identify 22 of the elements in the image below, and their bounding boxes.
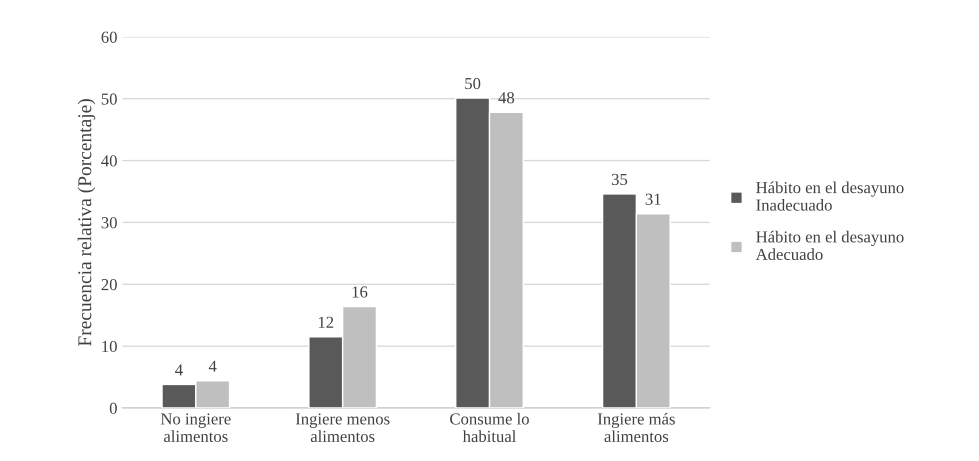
data-label: 31 (646, 194, 661, 205)
legend-label: Hábito en el desayuno Inadecuado (756, 181, 904, 211)
data-label: 12 (318, 316, 334, 328)
y-tick-label: 60 (102, 32, 117, 43)
y-tick-label: 20 (102, 278, 117, 290)
x-tick-label: Ingiere menos alimentos (296, 413, 390, 442)
y-tick-label: 0 (110, 402, 117, 414)
x-tick-label: No ingiere alimentos (160, 413, 231, 442)
y-tick-label: 30 (102, 217, 117, 228)
data-label: 4 (175, 364, 183, 376)
y-tick-label: 10 (102, 340, 117, 352)
x-tick-label: Ingiere más alimentos (598, 412, 675, 442)
data-label: 16 (352, 286, 368, 298)
y-tick-label: 50 (102, 93, 117, 105)
x-tick-label: Consume lo habitual (450, 412, 529, 442)
data-label: 35 (612, 174, 628, 186)
legend-label: Hábito en el desayuno Adecuado (756, 230, 904, 260)
data-label: 4 (208, 360, 217, 372)
data-label: 50 (465, 78, 480, 90)
y-tick-label: 40 (101, 155, 117, 167)
y-axis-title: Frecuencia relativa (Porcentaje) (78, 99, 96, 346)
data-label: 48 (498, 92, 514, 104)
